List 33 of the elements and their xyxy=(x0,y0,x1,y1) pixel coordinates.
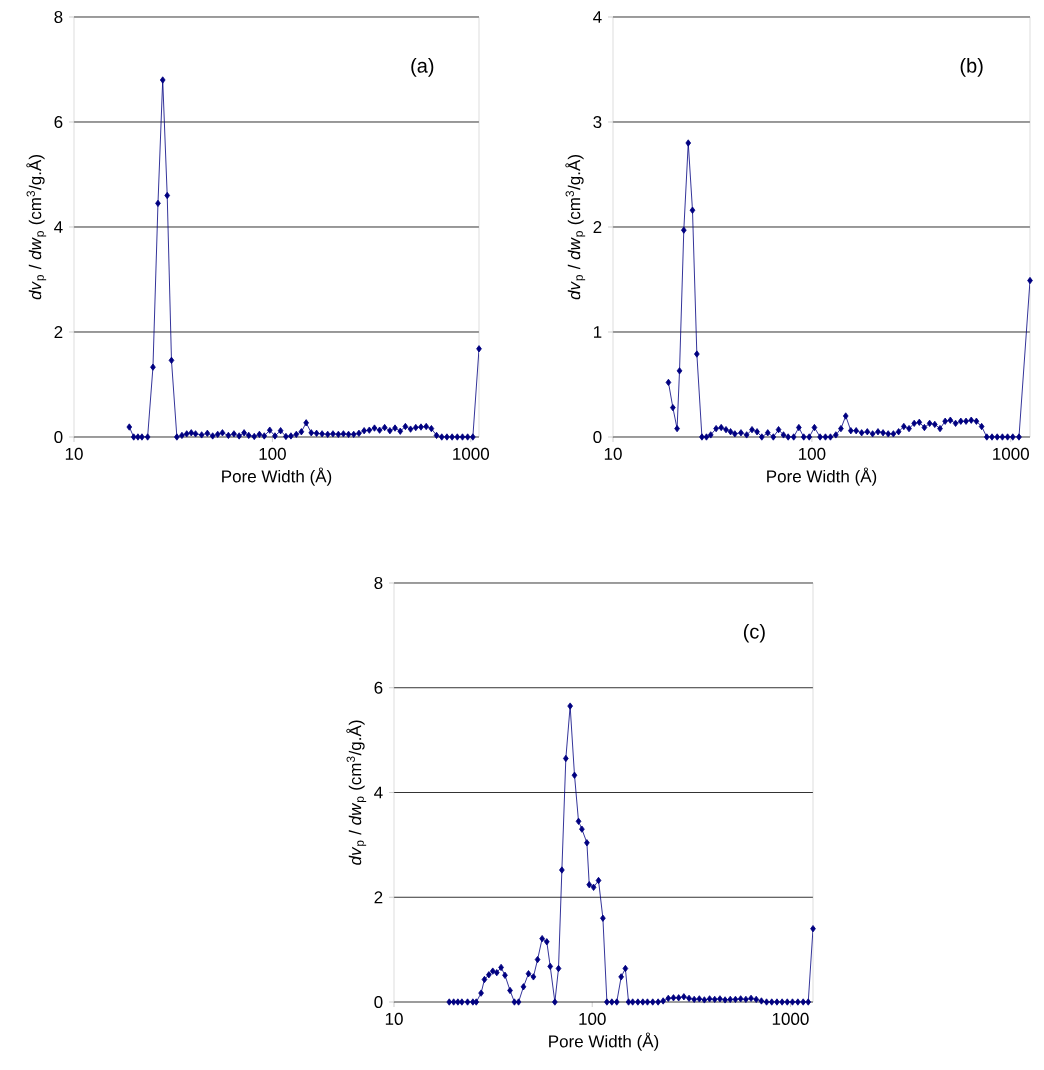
annotation: (b) xyxy=(960,58,983,77)
y-tick-label: 2 xyxy=(593,221,602,233)
x-tick-label: 10 xyxy=(385,1012,403,1025)
y-axis-title: dv$_{p}$ / dw$_{p}$ (cm$^{3}$/g.Å) xyxy=(346,720,367,865)
annotation: (a) xyxy=(411,58,434,77)
annotation: (c) xyxy=(743,623,765,643)
y-tick-label: 0 xyxy=(374,995,383,1009)
x-tick-label: 100 xyxy=(798,447,826,460)
y-tick-label: 2 xyxy=(54,326,63,338)
x-tick-label: 100 xyxy=(259,447,286,460)
x-tick-label: 100 xyxy=(579,1012,606,1025)
y-tick-label: 6 xyxy=(374,681,383,694)
y-axis-title: dv$_{p}$ / dw$_{p}$ (cm$^{3}$/g.Å) xyxy=(565,155,586,300)
x-axis-title: Pore Width (Å) xyxy=(767,467,877,486)
y-tick-label: 4 xyxy=(54,221,63,233)
x-tick-label: 10 xyxy=(65,447,83,460)
y-tick-label: 3 xyxy=(593,115,602,129)
y-tick-label: 6 xyxy=(54,115,63,129)
y-tick-label: 0 xyxy=(593,430,602,444)
y-tick-label: 8 xyxy=(54,10,63,24)
y-tick-label: 4 xyxy=(593,11,602,23)
y-tick-label: 8 xyxy=(374,576,383,590)
x-tick-label: 1000 xyxy=(772,1012,809,1025)
y-tick-label: 4 xyxy=(374,786,383,799)
x-tick-label: 10 xyxy=(604,447,622,460)
x-tick-label: 1000 xyxy=(453,447,490,460)
x-axis-title: Pore Width (Å) xyxy=(549,1032,659,1051)
y-tick-label: 2 xyxy=(374,891,383,904)
y-tick-label: 1 xyxy=(593,326,602,338)
y-tick-label: 0 xyxy=(54,430,63,444)
x-axis-title: Pore Width (Å) xyxy=(222,467,332,486)
y-axis-title: dv$_{p}$ / dw$_{p}$ (cm$^{3}$/g.Å) xyxy=(26,155,47,300)
x-tick-label: 1000 xyxy=(993,447,1029,460)
